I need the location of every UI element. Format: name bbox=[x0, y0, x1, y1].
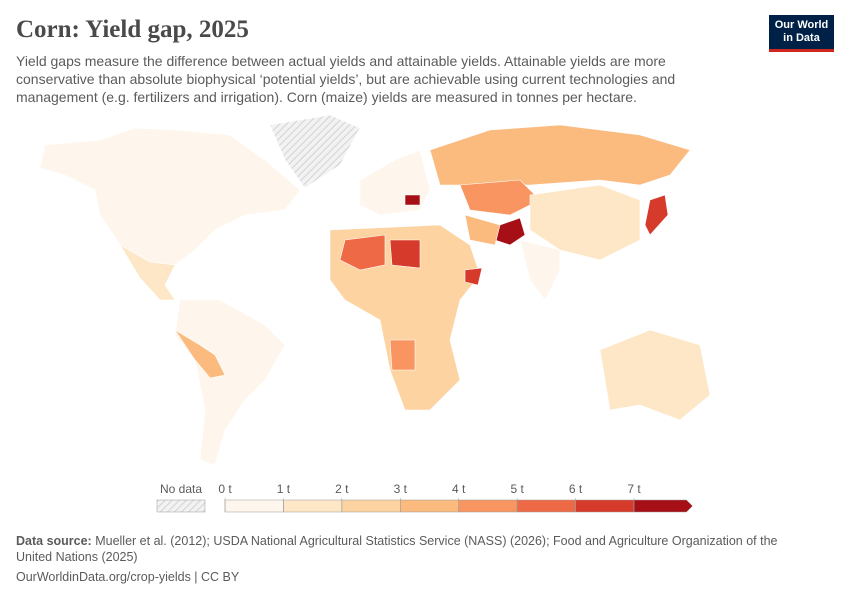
legend-bin bbox=[575, 499, 635, 513]
india bbox=[519, 239, 561, 301]
north-america bbox=[39, 127, 301, 266]
legend-bin bbox=[458, 499, 518, 513]
logo[interactable]: Our World in Data bbox=[769, 15, 834, 52]
greenland bbox=[269, 114, 361, 189]
australia bbox=[599, 329, 711, 421]
africa bbox=[329, 224, 481, 411]
japan bbox=[644, 194, 669, 236]
yemen bbox=[464, 267, 483, 286]
countries bbox=[39, 114, 711, 466]
logo-line: Our World bbox=[774, 19, 829, 31]
legend-tick-label: 6 t bbox=[569, 482, 583, 496]
romania bbox=[404, 194, 421, 206]
legend-tick-label: 2 t bbox=[335, 482, 349, 496]
kazakhstan bbox=[459, 179, 541, 216]
source-text: Mueller et al. (2012); USDA National Agr… bbox=[16, 534, 778, 564]
no-data-label: No data bbox=[160, 482, 202, 496]
legend-bin bbox=[224, 499, 284, 513]
south-america bbox=[174, 299, 286, 466]
source: Data source: Mueller et al. (2012); USDA… bbox=[16, 533, 816, 565]
map: No data 0 t 1 t 2 t 3 t 4 t 5 t 6 t 7 t bbox=[39, 114, 711, 513]
logo-line: in Data bbox=[783, 32, 820, 44]
legend-tick-label: 4 t bbox=[452, 482, 466, 496]
mexico bbox=[119, 244, 176, 301]
legend-tick-label: 0 t bbox=[218, 482, 232, 496]
legend-tick-label: 3 t bbox=[394, 482, 408, 496]
russia bbox=[429, 124, 691, 186]
legend-bin bbox=[400, 499, 459, 513]
legend-tick-label: 5 t bbox=[510, 482, 524, 496]
legend-bin bbox=[341, 499, 401, 513]
source-label: Data source: bbox=[16, 534, 92, 548]
legend-tick-label: 1 t bbox=[277, 482, 291, 496]
no-data-swatch bbox=[156, 499, 206, 513]
legend-bin bbox=[633, 499, 693, 513]
legend: No data 0 t 1 t 2 t 3 t 4 t 5 t 6 t 7 t bbox=[156, 482, 693, 513]
url[interactable]: OurWorldinData.org/crop-yields | CC BY bbox=[16, 570, 240, 584]
china bbox=[529, 184, 641, 261]
algeria bbox=[339, 234, 386, 271]
legend-tick-label: 7 t bbox=[627, 482, 641, 496]
iran bbox=[464, 214, 501, 246]
legend-bin bbox=[516, 499, 576, 513]
peru-bolivia bbox=[174, 329, 226, 379]
subtitle: Yield gaps measure the difference betwee… bbox=[16, 53, 676, 105]
legend-bin bbox=[283, 499, 343, 513]
libya bbox=[389, 239, 421, 269]
angola bbox=[389, 339, 416, 371]
chart-title: Corn: Yield gap, 2025 bbox=[16, 16, 249, 43]
